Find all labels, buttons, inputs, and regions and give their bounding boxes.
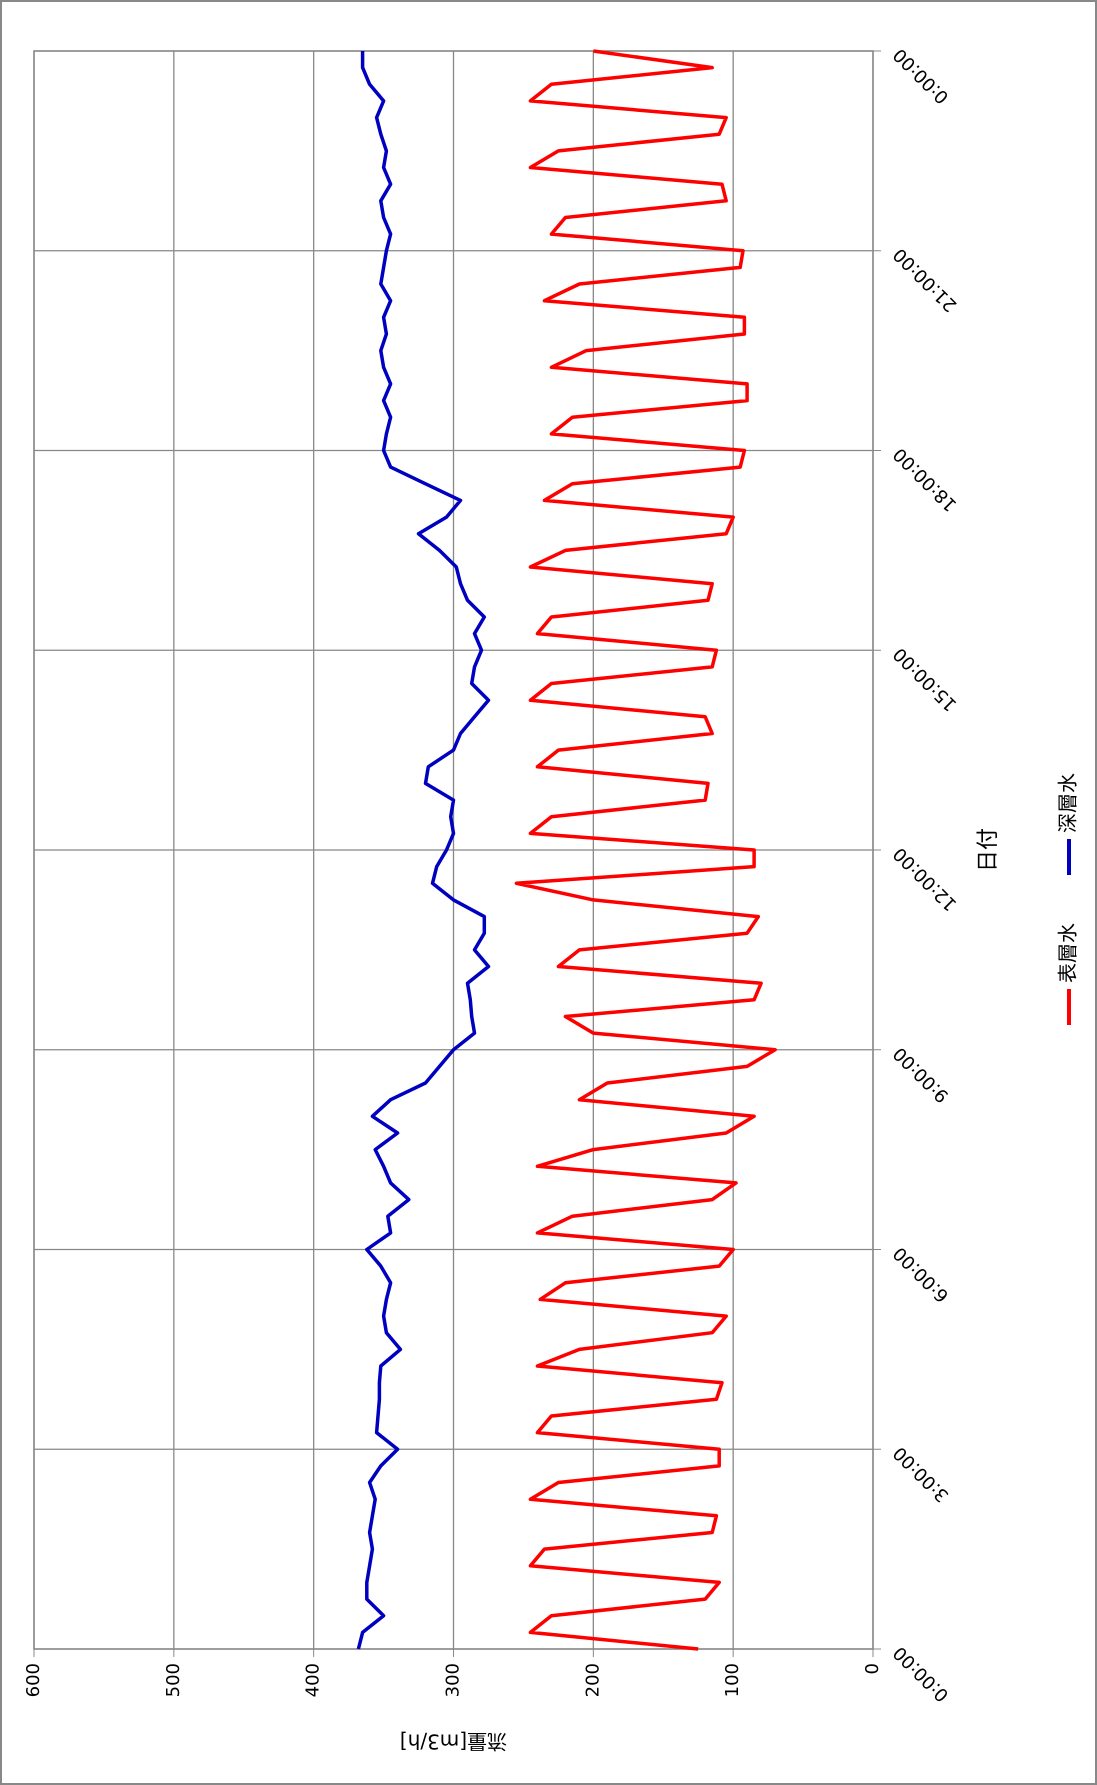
x-axis-title: 日付 [976, 828, 1001, 872]
y-tick-label: 0 [862, 1663, 883, 1674]
y-tick-label: 500 [163, 1663, 184, 1697]
legend-label: 表層水 [1056, 923, 1080, 983]
y-tick-label: 100 [722, 1663, 743, 1697]
y-tick-label: 600 [23, 1663, 44, 1697]
series-line [356, 51, 491, 1650]
y-tick-label: 200 [582, 1663, 603, 1697]
legend-label: 深層水 [1056, 773, 1080, 833]
series-line [514, 49, 777, 1651]
y-tick-label: 300 [443, 1663, 464, 1697]
y-axis-title: 流量[m3/h] [400, 1730, 507, 1754]
y-tick-label: 400 [303, 1663, 324, 1697]
